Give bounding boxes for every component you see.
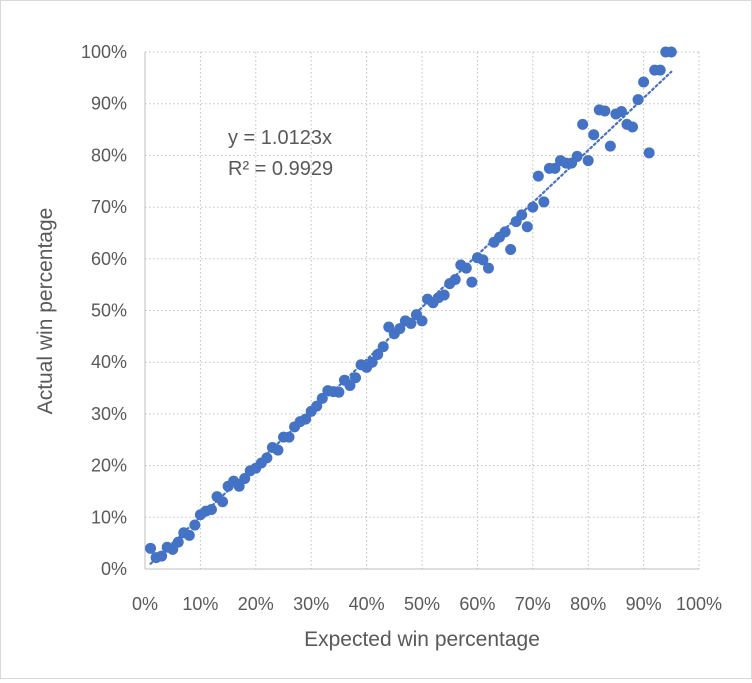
data-point (466, 276, 478, 288)
y-tick-label: 10% (91, 507, 127, 527)
data-point (632, 94, 644, 106)
data-point (599, 105, 611, 117)
data-point (394, 323, 406, 335)
data-point (189, 519, 201, 531)
data-point (261, 452, 273, 464)
data-point (477, 254, 489, 266)
x-tick-label: 50% (404, 594, 440, 614)
data-point (449, 273, 461, 285)
data-point (654, 64, 666, 76)
data-point (300, 413, 312, 425)
x-tick-label: 20% (238, 594, 274, 614)
data-point (604, 140, 616, 152)
data-points (145, 46, 677, 564)
y-tick-label: 40% (91, 352, 127, 372)
axis-tick-labels: 0% 10% 20% 30% 40% 50% 60% 70% 80% 90% 100% 0% 10% 20… (81, 42, 722, 614)
data-point (571, 150, 583, 162)
x-tick-label: 60% (459, 594, 495, 614)
data-point (405, 317, 417, 329)
data-point (366, 356, 378, 368)
data-point (516, 209, 528, 221)
y-tick-label: 60% (91, 249, 127, 269)
data-point (615, 105, 627, 117)
y-tick-label: 30% (91, 404, 127, 424)
data-point (350, 372, 362, 384)
y-tick-label: 100% (81, 42, 127, 62)
data-point (372, 348, 384, 360)
grid-lines (144, 51, 700, 570)
data-point (588, 129, 600, 141)
data-point (183, 529, 195, 541)
data-point (311, 400, 323, 412)
data-point (577, 118, 589, 130)
data-point (499, 226, 511, 238)
x-tick-label: 40% (349, 594, 385, 614)
data-point (549, 162, 561, 174)
data-point (316, 392, 328, 404)
data-point (482, 262, 494, 274)
data-point (627, 121, 639, 133)
data-point (638, 76, 650, 88)
y-tick-label: 70% (91, 197, 127, 217)
trendline-r-squared-label: R² = 0.9929 (228, 158, 333, 180)
data-point (205, 504, 217, 516)
y-tick-label: 90% (91, 94, 127, 114)
data-point (344, 379, 356, 391)
data-point (438, 289, 450, 301)
data-point (460, 262, 472, 274)
x-tick-label: 10% (182, 594, 218, 614)
data-point (532, 170, 544, 182)
trendline-equation-label: y = 1.0123x (228, 127, 332, 149)
data-point (377, 341, 389, 353)
data-point (272, 444, 284, 456)
x-tick-label: 70% (515, 594, 551, 614)
data-point (416, 315, 428, 327)
y-axis-title: Actual win percentage (34, 208, 57, 415)
data-point (233, 480, 245, 492)
data-point (239, 473, 251, 485)
x-tick-label: 80% (570, 594, 606, 614)
data-point (145, 542, 157, 554)
data-point (582, 155, 594, 167)
data-point (333, 386, 345, 398)
data-point (505, 243, 517, 255)
y-tick-label: 0% (101, 559, 127, 579)
data-point (172, 536, 184, 548)
data-point (665, 46, 677, 58)
data-point (156, 550, 168, 562)
y-tick-label: 20% (91, 456, 127, 476)
data-point (283, 431, 295, 443)
y-tick-label: 50% (91, 301, 127, 321)
data-point (643, 147, 655, 159)
data-point (527, 201, 539, 213)
x-tick-label: 100% (676, 594, 722, 614)
y-tick-label: 80% (91, 145, 127, 165)
x-tick-label: 0% (132, 594, 158, 614)
x-tick-label: 90% (626, 594, 662, 614)
data-point (217, 496, 229, 508)
x-axis-title: Expected win percentage (304, 628, 540, 651)
data-point (521, 221, 533, 233)
data-point (538, 196, 550, 208)
x-tick-label: 30% (293, 594, 329, 614)
